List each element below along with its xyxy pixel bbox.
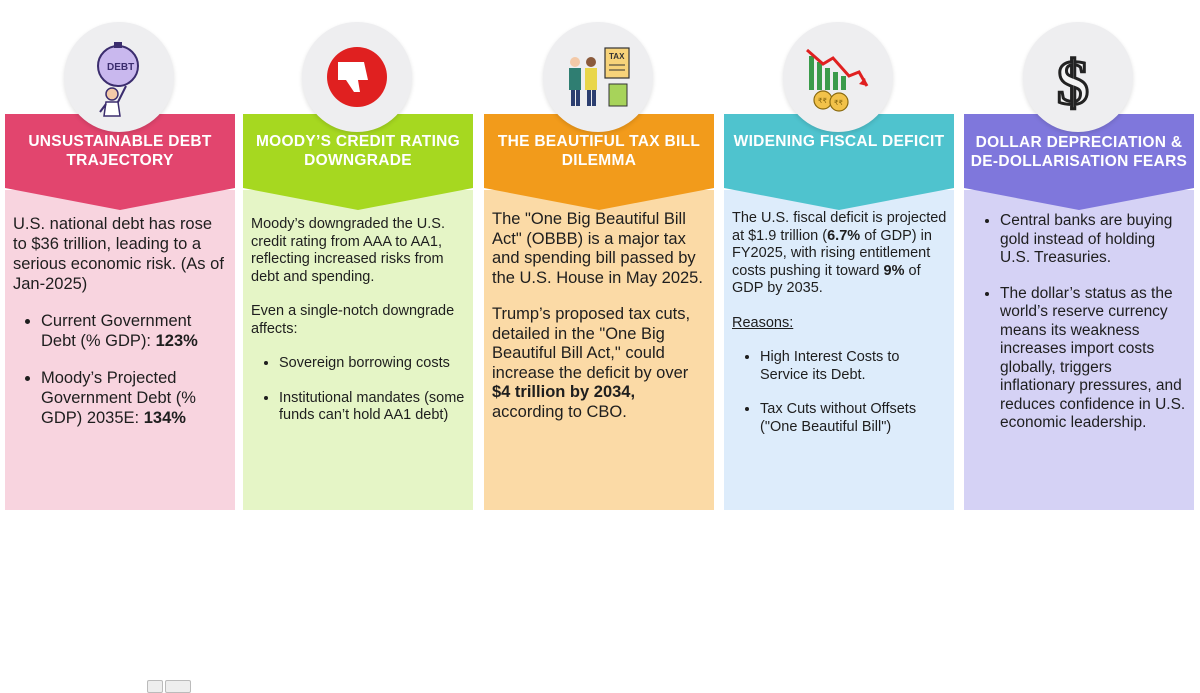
svg-text:$: $ xyxy=(1057,47,1089,118)
card-title: THE BEAUTIFUL TAX BILL DILEMMA xyxy=(497,133,701,169)
page-control-prev[interactable] xyxy=(147,680,163,693)
card-header: DOLLAR DEPRECIATION & DE-DOLLARISATION F… xyxy=(964,114,1194,210)
card-title: UNSUSTAINABLE DEBT TRAJECTORY xyxy=(28,133,212,169)
card-credit-downgrade: MOODY’S CREDIT RATING DOWNGRADE Moody’s … xyxy=(243,0,473,510)
bullet-item: Moody’s Projected Government Debt (% GDP… xyxy=(41,368,229,428)
icon-circle xyxy=(302,22,412,132)
card-intro: The U.S. fiscal deficit is projected at … xyxy=(732,210,947,296)
tax-bill-people-icon: TAX xyxy=(569,47,630,107)
svg-text:DEBT: DEBT xyxy=(107,62,134,73)
dollar-sign-icon: $ xyxy=(1056,46,1091,120)
card-fiscal-deficit: ₹₹ ₹₹ WIDENING FISCAL DEFICIT The U.S. f… xyxy=(724,0,954,510)
card-tax-bill: TAX THE BEAUTIFUL TAX BILL DILEMMA The "… xyxy=(484,0,714,510)
bullet-item: The dollar’s status as the world’s reser… xyxy=(1000,285,1188,433)
card-intro: U.S. national debt has rose to $36 trill… xyxy=(13,215,224,293)
debt-weight-person-icon: DEBT xyxy=(97,42,139,117)
reasons-label: Reasons: xyxy=(732,314,794,331)
svg-text:₹₹: ₹₹ xyxy=(834,99,843,107)
page-control-next[interactable] xyxy=(165,680,191,693)
header-banner xyxy=(5,114,235,210)
card-body: Central banks are buying gold instead of… xyxy=(964,190,1194,510)
header-banner xyxy=(243,114,473,210)
icon-circle: DEBT xyxy=(64,22,174,132)
card-body: U.S. national debt has rose to $36 trill… xyxy=(5,190,235,693)
card-body: The U.S. fiscal deficit is projected at … xyxy=(724,190,954,510)
card-intro: Moody’s downgraded the U.S. credit ratin… xyxy=(251,216,445,285)
header-banner xyxy=(484,114,714,210)
bullet-item: High Interest Costs to Service its Debt. xyxy=(760,349,948,384)
card-header: MOODY’S CREDIT RATING DOWNGRADE xyxy=(243,114,473,210)
bullet-item: Central banks are buying gold instead of… xyxy=(1000,212,1188,268)
icon-circle: TAX xyxy=(543,22,653,132)
card-body: The "One Big Beautiful Bill Act" (OBBB) … xyxy=(484,190,714,510)
bullet-item: Current Government Debt (% GDP): 123% xyxy=(41,311,229,351)
bullet-item: Sovereign borrowing costs xyxy=(279,355,467,373)
header-banner xyxy=(964,114,1194,210)
icon-circle: $ xyxy=(1023,22,1133,132)
svg-text:₹₹: ₹₹ xyxy=(818,97,827,105)
icon-circle: ₹₹ ₹₹ xyxy=(783,22,893,132)
thumbs-down-icon xyxy=(327,47,387,107)
bullet-item: Institutional mandates (some funds can’t… xyxy=(279,390,467,425)
svg-text:TAX: TAX xyxy=(609,52,625,61)
card-dollar-depreciation: $ DOLLAR DEPRECIATION & DE-DOLLARISATION… xyxy=(964,0,1194,510)
header-banner xyxy=(724,114,954,210)
declining-chart-coins-icon: ₹₹ ₹₹ xyxy=(806,48,869,112)
card-paragraph: Trump’s proposed tax cuts, detailed in t… xyxy=(492,305,691,421)
card-body: Moody’s downgraded the U.S. credit ratin… xyxy=(243,190,473,510)
card-title: MOODY’S CREDIT RATING DOWNGRADE xyxy=(255,133,461,169)
card-header: THE BEAUTIFUL TAX BILL DILEMMA xyxy=(484,114,714,210)
card-debt-trajectory: DEBT UNSUSTAINABLE DEBT TRAJECTORY U.S. … xyxy=(5,0,235,693)
card-intro: The "One Big Beautiful Bill Act" (OBBB) … xyxy=(492,210,703,287)
card-title: DOLLAR DEPRECIATION & DE-DOLLARISATION F… xyxy=(970,134,1188,170)
card-header: WIDENING FISCAL DEFICIT xyxy=(724,114,954,210)
card-title: WIDENING FISCAL DEFICIT xyxy=(733,133,945,150)
bullet-item: Tax Cuts without Offsets ("One Beautiful… xyxy=(760,401,948,436)
card-header: UNSUSTAINABLE DEBT TRAJECTORY xyxy=(5,114,235,210)
card-intro-2: Even a single-notch downgrade affects: xyxy=(251,303,455,337)
